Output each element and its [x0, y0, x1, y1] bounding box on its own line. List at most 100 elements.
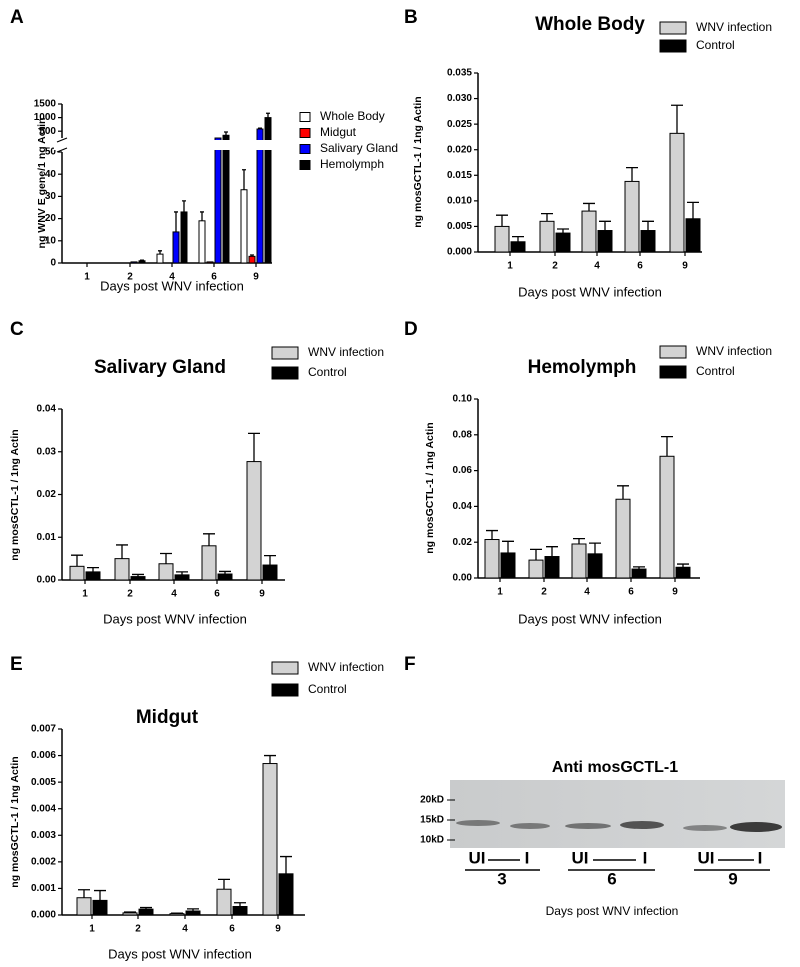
break-mark	[56, 137, 68, 153]
y-tick-label: 40	[45, 169, 57, 180]
bar	[130, 576, 146, 581]
y-axis-label: ng mosGCTL-1 / 1ng Actin	[412, 96, 424, 227]
legend-label: WNV infection	[696, 344, 772, 358]
legend-swatch	[299, 144, 311, 154]
lane-label: UI	[572, 848, 589, 867]
x-tick-label: 2	[127, 589, 133, 600]
x-tick-label: 6	[637, 261, 643, 272]
panel-letter: F	[404, 654, 416, 675]
x-tick-label: 9	[253, 272, 259, 283]
blot-x-label: Days post WNV infection	[546, 904, 679, 918]
bar	[510, 241, 526, 253]
bar	[624, 180, 640, 253]
panel-letter: C	[10, 319, 24, 340]
legend-label: Control	[308, 682, 347, 696]
marker-label: 20kD	[420, 795, 444, 806]
x-tick-label: 1	[497, 587, 503, 598]
x-tick-label: 9	[275, 924, 281, 935]
error-bar	[546, 546, 558, 557]
bar	[685, 218, 701, 253]
error-bar	[116, 544, 128, 559]
bar	[659, 455, 675, 579]
y-tick-label: 0.001	[31, 883, 56, 894]
legend-label: WNV infection	[696, 20, 772, 34]
bar	[158, 563, 174, 581]
error-bar	[242, 169, 246, 190]
bar	[92, 899, 108, 916]
y-axis-label: ng mosGCTL-1 / 1ng Actin	[9, 756, 21, 887]
legend-swatch	[299, 112, 311, 122]
bar	[156, 253, 164, 264]
y-tick-label: 0.003	[31, 830, 56, 841]
bar	[169, 913, 185, 916]
day-label: 6	[607, 869, 616, 888]
legend-swatch	[659, 345, 687, 359]
y-tick-label: 0.10	[453, 394, 473, 405]
lane-label: UI	[698, 848, 715, 867]
panel-letter: D	[404, 319, 418, 340]
error-bar	[124, 911, 136, 913]
y-tick-label: 50	[45, 147, 57, 158]
error-bar	[187, 908, 199, 912]
bar	[631, 568, 647, 579]
error-bar	[583, 202, 595, 212]
x-axis-label: Days post WNV infection	[518, 284, 662, 299]
error-bar	[87, 566, 99, 572]
bar	[180, 211, 188, 264]
legend-label: Midgut	[320, 125, 357, 139]
y-tick-label: 0.02	[37, 489, 57, 500]
band	[683, 825, 727, 831]
x-axis-label: Days post WNV infection	[100, 278, 244, 293]
bar	[544, 556, 560, 579]
marker-label: 15kD	[420, 815, 444, 826]
error-bar	[234, 902, 246, 907]
x-axis-label: Days post WNV infection	[108, 946, 252, 961]
bar	[278, 873, 294, 916]
error-bar	[140, 906, 152, 910]
error-bar	[687, 201, 699, 219]
x-tick-label: 2	[541, 587, 547, 598]
blot-title: Anti mosGCTL-1	[552, 759, 678, 776]
legend-swatch	[659, 365, 687, 379]
error-bar	[250, 254, 254, 257]
marker-ticks	[447, 799, 455, 841]
bar	[138, 260, 146, 264]
y-tick-label: 10	[45, 235, 57, 246]
y-axis-label: ng WNV E gene/1 ng Actin	[36, 118, 48, 249]
error-bar	[266, 112, 270, 118]
legend-label: Control	[696, 364, 735, 378]
y-tick-label: 20	[45, 213, 57, 224]
error-bar	[486, 529, 498, 540]
error-bar	[512, 236, 524, 242]
x-tick-label: 4	[171, 589, 177, 600]
bar	[262, 763, 278, 916]
x-tick-label: 9	[682, 261, 688, 272]
error-bar	[258, 127, 262, 130]
bar	[138, 908, 154, 916]
legend-label: WNV infection	[308, 660, 384, 674]
error-bar	[132, 573, 144, 577]
error-bar	[661, 435, 673, 457]
legend-label: Whole Body	[320, 109, 385, 123]
error-bar	[78, 889, 90, 898]
error-bar	[264, 554, 276, 566]
band	[730, 822, 782, 832]
panel-letter: A	[10, 7, 24, 28]
error-bar	[589, 542, 601, 554]
x-tick-label: 1	[82, 589, 88, 600]
legend-swatch	[659, 39, 687, 53]
bar	[198, 220, 206, 264]
bar	[581, 210, 597, 253]
x-tick-label: 2	[135, 924, 141, 935]
bar	[669, 132, 685, 253]
bar	[216, 888, 232, 916]
legend-label: WNV infection	[308, 345, 384, 359]
x-tick-label: 4	[182, 924, 188, 935]
y-tick-label: 0.025	[447, 119, 472, 130]
day-label: 3	[497, 869, 506, 888]
legend-label: Hemolymph	[320, 157, 384, 171]
error-bar	[219, 570, 231, 575]
bar	[262, 564, 278, 581]
y-tick-label: 0.04	[37, 404, 57, 415]
bar	[69, 565, 85, 581]
